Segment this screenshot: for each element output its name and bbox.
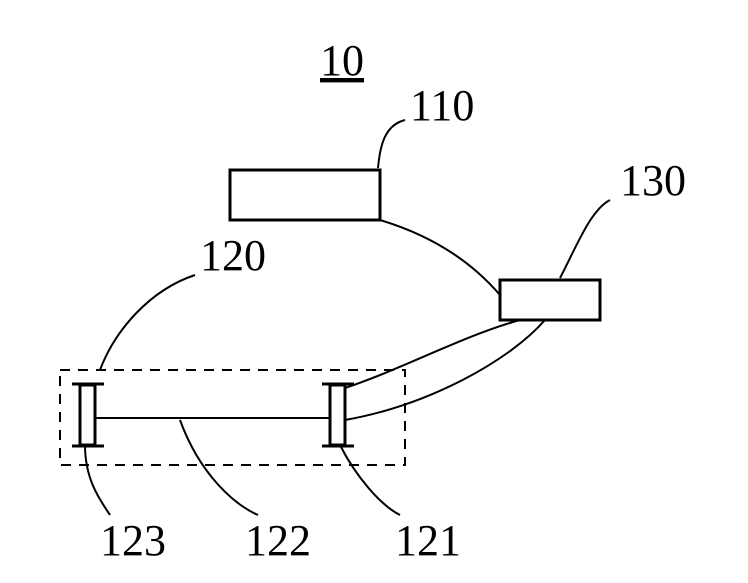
leader-123	[85, 445, 110, 515]
leader-110	[378, 120, 405, 168]
connector-130-121-a	[345, 320, 520, 388]
leader-121	[340, 445, 400, 515]
label-110: 110	[410, 81, 474, 130]
block-121	[330, 385, 345, 445]
label-130: 130	[620, 156, 686, 205]
leader-122	[180, 420, 258, 515]
label-123: 123	[100, 516, 166, 565]
block-130	[500, 280, 600, 320]
label-121: 121	[395, 516, 461, 565]
label-122: 122	[245, 516, 311, 565]
leader-120	[100, 275, 195, 370]
diagram-canvas: 10 110 130 120 123 122 121	[0, 0, 748, 583]
leader-130	[560, 200, 610, 278]
block-110	[230, 170, 380, 220]
label-120: 120	[200, 231, 266, 280]
block-123	[80, 385, 95, 445]
connector-110-130	[380, 220, 500, 295]
figure-ref-label: 10	[320, 36, 364, 85]
